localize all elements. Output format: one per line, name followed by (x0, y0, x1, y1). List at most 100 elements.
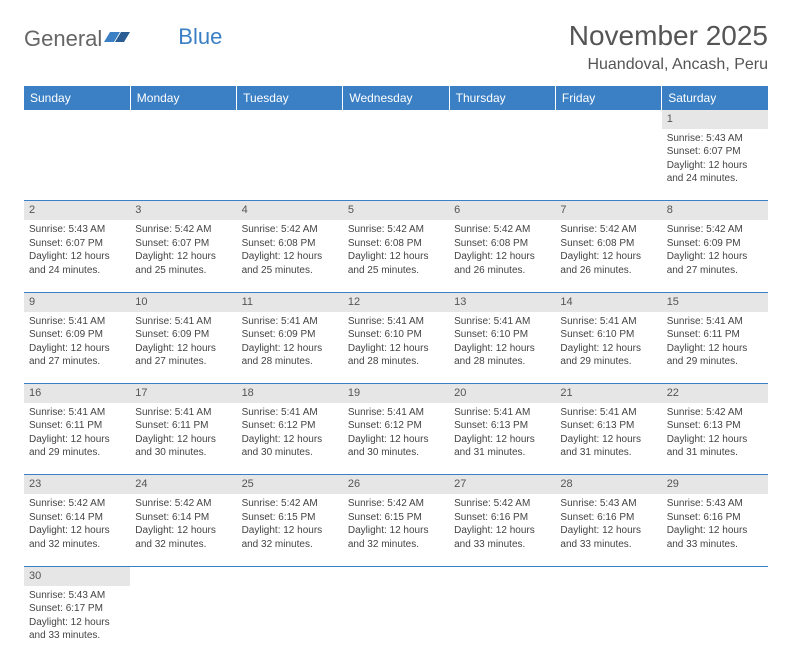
sunrise-text: Sunrise: 5:43 AM (667, 497, 763, 511)
sunset-text: Sunset: 6:10 PM (454, 328, 550, 342)
daynum-row: 2345678 (24, 201, 768, 220)
sunrise-text: Sunrise: 5:41 AM (454, 406, 550, 420)
sunset-text: Sunset: 6:15 PM (242, 511, 338, 525)
day-number-cell: 16 (24, 384, 130, 403)
day-number-cell: 10 (130, 292, 236, 311)
day-cell: Sunrise: 5:43 AMSunset: 6:16 PMDaylight:… (555, 494, 661, 566)
day-number-cell: 13 (449, 292, 555, 311)
day-number-cell: 29 (662, 475, 768, 494)
day-number-cell (130, 110, 236, 129)
daylight-text: Daylight: 12 hours and 33 minutes. (667, 524, 763, 551)
day-number-cell: 19 (343, 384, 449, 403)
sunrise-text: Sunrise: 5:42 AM (29, 497, 125, 511)
daylight-text: Daylight: 12 hours and 27 minutes. (29, 342, 125, 369)
day-cell (449, 586, 555, 658)
sunrise-text: Sunrise: 5:42 AM (348, 497, 444, 511)
daylight-text: Daylight: 12 hours and 32 minutes. (242, 524, 338, 551)
day-number-cell: 28 (555, 475, 661, 494)
sunrise-text: Sunrise: 5:42 AM (667, 406, 763, 420)
daynum-row: 23242526272829 (24, 475, 768, 494)
day-number-cell: 21 (555, 384, 661, 403)
day-number-cell: 20 (449, 384, 555, 403)
sunrise-text: Sunrise: 5:41 AM (667, 315, 763, 329)
day-number-cell (24, 110, 130, 129)
day-number-cell: 27 (449, 475, 555, 494)
daylight-text: Daylight: 12 hours and 26 minutes. (454, 250, 550, 277)
daylight-text: Daylight: 12 hours and 30 minutes. (135, 433, 231, 460)
daynum-row: 9101112131415 (24, 292, 768, 311)
sunset-text: Sunset: 6:07 PM (29, 237, 125, 251)
sunset-text: Sunset: 6:15 PM (348, 511, 444, 525)
month-title: November 2025 (569, 20, 768, 52)
day-cell (555, 129, 661, 201)
sunrise-text: Sunrise: 5:43 AM (29, 223, 125, 237)
week-row: Sunrise: 5:41 AMSunset: 6:09 PMDaylight:… (24, 312, 768, 384)
sunrise-text: Sunrise: 5:41 AM (135, 315, 231, 329)
day-cell (449, 129, 555, 201)
sunset-text: Sunset: 6:08 PM (454, 237, 550, 251)
sunrise-text: Sunrise: 5:41 AM (348, 315, 444, 329)
sunrise-text: Sunrise: 5:43 AM (29, 589, 125, 603)
daylight-text: Daylight: 12 hours and 25 minutes. (348, 250, 444, 277)
day-cell (130, 586, 236, 658)
sunrise-text: Sunrise: 5:42 AM (135, 497, 231, 511)
daynum-row: 30 (24, 566, 768, 585)
daylight-text: Daylight: 12 hours and 33 minutes. (560, 524, 656, 551)
day-cell (343, 586, 449, 658)
daylight-text: Daylight: 12 hours and 27 minutes. (135, 342, 231, 369)
weekday-header: Sunday (24, 86, 130, 110)
day-cell: Sunrise: 5:41 AMSunset: 6:12 PMDaylight:… (343, 403, 449, 475)
sunrise-text: Sunrise: 5:41 AM (242, 406, 338, 420)
sunset-text: Sunset: 6:13 PM (560, 419, 656, 433)
day-number-cell: 6 (449, 201, 555, 220)
week-row: Sunrise: 5:43 AMSunset: 6:07 PMDaylight:… (24, 129, 768, 201)
sunrise-text: Sunrise: 5:42 AM (667, 223, 763, 237)
daylight-text: Daylight: 12 hours and 24 minutes. (29, 250, 125, 277)
sunset-text: Sunset: 6:07 PM (667, 145, 763, 159)
day-number-cell (237, 566, 343, 585)
day-number-cell: 24 (130, 475, 236, 494)
day-number-cell: 18 (237, 384, 343, 403)
day-number-cell: 17 (130, 384, 236, 403)
location: Huandoval, Ancash, Peru (569, 56, 768, 74)
weekday-header: Wednesday (343, 86, 449, 110)
day-cell: Sunrise: 5:42 AMSunset: 6:08 PMDaylight:… (449, 220, 555, 292)
sunrise-text: Sunrise: 5:43 AM (667, 132, 763, 146)
day-cell (343, 129, 449, 201)
day-number-cell (555, 566, 661, 585)
day-number-cell: 1 (662, 110, 768, 129)
sunset-text: Sunset: 6:14 PM (135, 511, 231, 525)
day-number-cell: 11 (237, 292, 343, 311)
sunset-text: Sunset: 6:08 PM (348, 237, 444, 251)
daylight-text: Daylight: 12 hours and 31 minutes. (454, 433, 550, 460)
daylight-text: Daylight: 12 hours and 33 minutes. (29, 616, 125, 643)
day-number-cell: 23 (24, 475, 130, 494)
sunset-text: Sunset: 6:10 PM (348, 328, 444, 342)
day-number-cell: 26 (343, 475, 449, 494)
day-cell: Sunrise: 5:42 AMSunset: 6:14 PMDaylight:… (24, 494, 130, 566)
weekday-header-row: SundayMondayTuesdayWednesdayThursdayFrid… (24, 86, 768, 110)
day-cell: Sunrise: 5:41 AMSunset: 6:13 PMDaylight:… (555, 403, 661, 475)
day-number-cell: 25 (237, 475, 343, 494)
sunset-text: Sunset: 6:12 PM (242, 419, 338, 433)
day-number-cell (343, 110, 449, 129)
sunrise-text: Sunrise: 5:41 AM (242, 315, 338, 329)
day-cell: Sunrise: 5:42 AMSunset: 6:08 PMDaylight:… (555, 220, 661, 292)
daylight-text: Daylight: 12 hours and 28 minutes. (242, 342, 338, 369)
day-cell: Sunrise: 5:41 AMSunset: 6:10 PMDaylight:… (449, 312, 555, 384)
day-number-cell: 5 (343, 201, 449, 220)
daylight-text: Daylight: 12 hours and 29 minutes. (29, 433, 125, 460)
sunset-text: Sunset: 6:16 PM (560, 511, 656, 525)
day-number-cell (449, 566, 555, 585)
daylight-text: Daylight: 12 hours and 29 minutes. (667, 342, 763, 369)
day-cell: Sunrise: 5:41 AMSunset: 6:13 PMDaylight:… (449, 403, 555, 475)
sunrise-text: Sunrise: 5:42 AM (348, 223, 444, 237)
day-cell: Sunrise: 5:42 AMSunset: 6:09 PMDaylight:… (662, 220, 768, 292)
day-cell: Sunrise: 5:42 AMSunset: 6:08 PMDaylight:… (237, 220, 343, 292)
sunrise-text: Sunrise: 5:42 AM (560, 223, 656, 237)
day-cell: Sunrise: 5:41 AMSunset: 6:09 PMDaylight:… (130, 312, 236, 384)
day-cell: Sunrise: 5:43 AMSunset: 6:07 PMDaylight:… (24, 220, 130, 292)
daylight-text: Daylight: 12 hours and 30 minutes. (348, 433, 444, 460)
day-cell: Sunrise: 5:41 AMSunset: 6:10 PMDaylight:… (343, 312, 449, 384)
sunset-text: Sunset: 6:08 PM (560, 237, 656, 251)
